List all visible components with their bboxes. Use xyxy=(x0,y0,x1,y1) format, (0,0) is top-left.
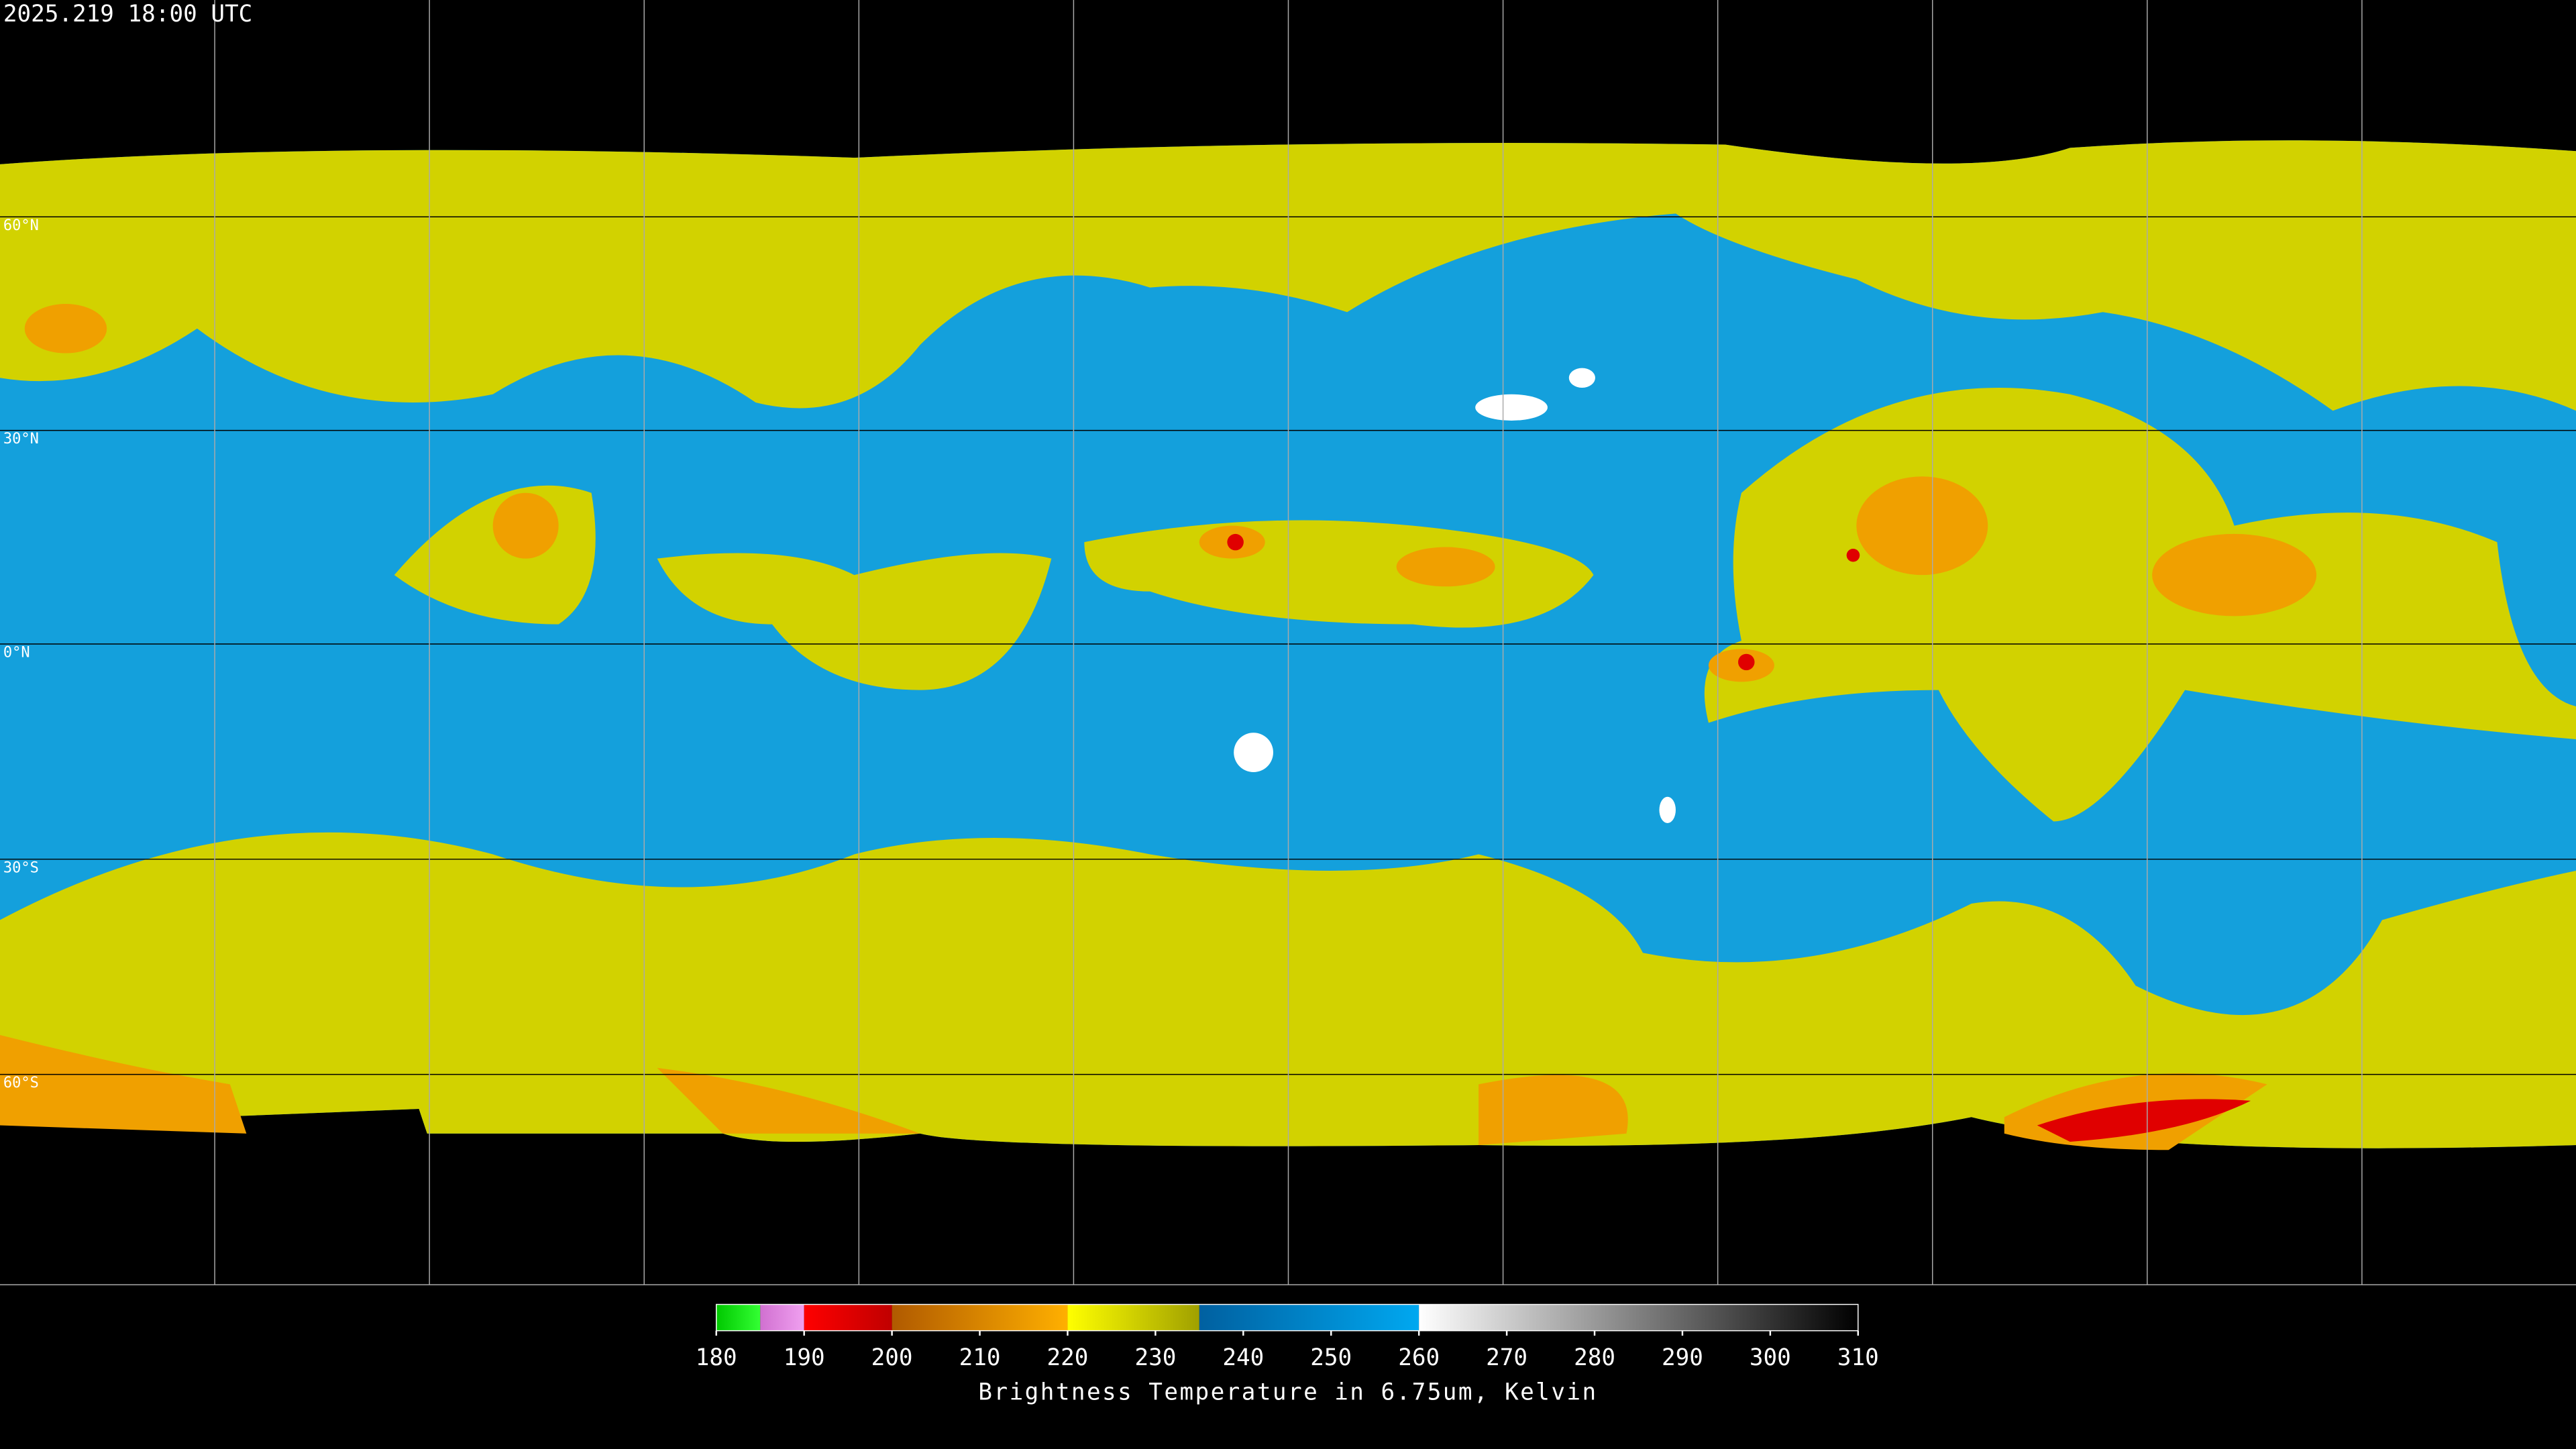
colorbar-segment xyxy=(716,1304,761,1331)
very-cold-cloud xyxy=(2037,1099,2251,1142)
colorbar-tick-label: 200 xyxy=(871,1344,913,1371)
warm-spot xyxy=(1568,368,1595,388)
colorbar-tick-label: 210 xyxy=(959,1344,1001,1371)
colorbar-tick-label: 290 xyxy=(1662,1344,1703,1371)
warm-spot xyxy=(1475,394,1548,421)
storm-core xyxy=(1738,653,1755,671)
storm-core xyxy=(1227,533,1244,551)
colorbar-tick-label: 300 xyxy=(1750,1344,1791,1371)
warm-spots xyxy=(1234,368,1676,823)
warm-spot xyxy=(1234,733,1273,773)
colorbar: 180 190 200 210 220 230 240 250 260 270 280 290 300 3… xyxy=(696,1303,1879,1371)
colorbar-tick-label: 260 xyxy=(1398,1344,1440,1371)
convective-cloud xyxy=(394,485,1594,690)
storm-cores-red xyxy=(1227,533,1860,671)
latitude-label: 30°N xyxy=(3,431,39,447)
storm-core xyxy=(24,304,107,354)
colorbar-tick-label: 190 xyxy=(784,1344,825,1371)
warm-spot xyxy=(1659,796,1676,823)
colorbar-segment xyxy=(1419,1304,1858,1331)
colorbar-tick-label: 250 xyxy=(1310,1344,1352,1371)
colorbar-tick-label: 220 xyxy=(1047,1344,1089,1371)
latitude-label: 60°N xyxy=(3,217,39,234)
storm-core xyxy=(1856,476,1988,576)
latitude-label: 30°S xyxy=(3,859,39,876)
colorbar-segment xyxy=(892,1304,1068,1331)
colorbar-tick-label: 280 xyxy=(1574,1344,1615,1371)
colorbar-segment xyxy=(760,1304,804,1331)
storm-core xyxy=(2152,533,2317,616)
timestamp: 2025.219 18:00 UTC xyxy=(3,1,252,28)
colorbar-frame xyxy=(716,1303,1859,1332)
storm-core xyxy=(492,492,559,559)
latitude-label: 0°N xyxy=(3,645,30,661)
colorbar-tick-label: 230 xyxy=(1134,1344,1176,1371)
storm-core xyxy=(1396,547,1495,587)
colorbar-tick-label: 270 xyxy=(1486,1344,1527,1371)
graticule xyxy=(0,0,2576,1285)
colorbar-label: Brightness Temperature in 6.75um, Kelvin xyxy=(978,1379,1597,1406)
storm-core xyxy=(1846,548,1860,562)
colorbar-tick-label: 180 xyxy=(696,1344,737,1371)
colorbar-tick-label: 240 xyxy=(1222,1344,1264,1371)
colorbar-segment xyxy=(804,1304,892,1331)
cold-cloud xyxy=(0,1034,2267,1150)
latitude-labels: 60°N 30°N 0°N 30°S 60°S xyxy=(3,217,39,1091)
colorbar-segment xyxy=(1199,1304,1419,1331)
colorbar-tick-label: 310 xyxy=(1837,1344,1879,1371)
colorbar-segment xyxy=(1067,1304,1199,1331)
latitude-label: 60°S xyxy=(3,1075,39,1091)
